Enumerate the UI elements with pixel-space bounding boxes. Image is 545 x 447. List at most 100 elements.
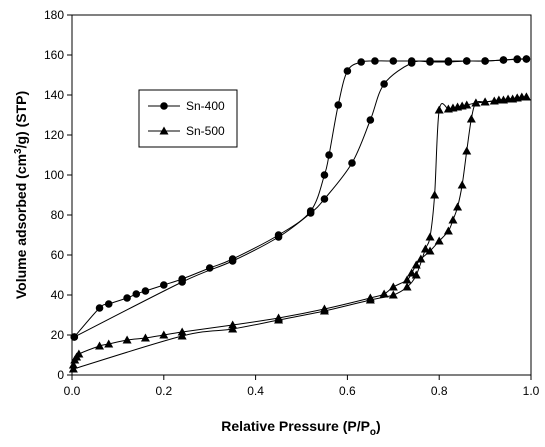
- y-tick-label: 40: [51, 288, 65, 302]
- x-axis-title-main: Relative Pressure (P/P: [221, 418, 370, 434]
- y-tick-label: 160: [44, 48, 64, 62]
- y-tick-label: 20: [51, 328, 65, 342]
- legend-label-sn400: Sn-400: [186, 99, 225, 113]
- data-point-sn500-desorption: [425, 232, 435, 241]
- data-point-sn400-desorption: [513, 55, 522, 64]
- data-point-sn400-adsorption: [371, 57, 379, 65]
- data-point-sn500-adsorption: [379, 289, 389, 298]
- y-tick-label: 180: [44, 8, 64, 22]
- legend-box: [138, 89, 238, 148]
- y-tick-label: 0: [57, 368, 64, 382]
- data-point-sn400-desorption: [274, 233, 283, 241]
- data-point-sn400-adsorption: [320, 171, 329, 179]
- data-point-sn500-desorption: [503, 94, 513, 103]
- x-tick-label: 0.2: [155, 384, 172, 398]
- series-layer: [68, 55, 531, 373]
- data-point-sn400-adsorption: [104, 300, 113, 308]
- data-point-sn500-desorption: [430, 190, 440, 199]
- data-point-sn400-desorption: [407, 59, 416, 67]
- data-point-sn400-desorption: [348, 159, 356, 167]
- series-line-sn400-desorption: [74, 58, 527, 338]
- y-axis-title-end: /g) (STP): [13, 91, 29, 149]
- data-point-sn500-desorption: [494, 95, 504, 104]
- data-point-sn500-adsorption: [104, 339, 114, 348]
- x-axis-title-end: ): [376, 418, 381, 434]
- data-point-sn500-adsorption: [159, 330, 169, 339]
- data-point-sn500-adsorption: [95, 341, 105, 350]
- y-tick-label: 140: [44, 88, 64, 102]
- data-point-sn500-desorption: [228, 324, 238, 333]
- x-tick-label: 1.0: [523, 384, 540, 398]
- data-point-sn400-desorption: [306, 209, 315, 217]
- data-point-sn400-desorption: [380, 80, 388, 88]
- data-point-sn500-desorption: [68, 364, 78, 373]
- data-point-sn500-desorption: [434, 105, 444, 114]
- data-point-sn400-desorption: [499, 56, 508, 64]
- y-axis-title: Volume adsorbed (cm3/g) (STP): [13, 91, 29, 299]
- y-tick-label: 60: [51, 248, 65, 262]
- data-point-sn500-desorption: [274, 315, 284, 324]
- data-point-sn400-adsorption: [325, 151, 333, 159]
- data-point-sn400-desorption: [70, 333, 79, 341]
- plot-frame: [71, 14, 532, 376]
- data-point-sn500-adsorption: [453, 202, 463, 211]
- data-point-sn500-desorption: [411, 270, 421, 279]
- data-point-sn500-adsorption: [457, 180, 467, 189]
- data-point-sn500-adsorption: [140, 333, 150, 342]
- data-point-sn500-adsorption: [443, 226, 453, 235]
- data-point-sn500-desorption: [319, 306, 329, 315]
- x-tick-label: 0.0: [64, 384, 81, 398]
- data-point-sn400-adsorption: [334, 101, 343, 109]
- data-point-sn500-desorption: [480, 97, 490, 106]
- x-tick-label: 0.6: [339, 384, 356, 398]
- data-point-sn400-adsorption: [357, 58, 365, 66]
- data-point-sn500-adsorption: [411, 260, 421, 269]
- data-point-sn500-adsorption: [122, 335, 132, 344]
- data-point-sn500-adsorption: [462, 146, 472, 155]
- y-tick-label: 120: [44, 128, 64, 142]
- data-point-sn500-adsorption: [407, 268, 417, 277]
- data-point-sn500-desorption: [521, 92, 531, 101]
- data-point-sn500-adsorption: [416, 254, 426, 263]
- x-tick-label: 0.8: [431, 384, 448, 398]
- data-point-sn500-desorption: [177, 331, 187, 340]
- data-point-sn400-adsorption: [160, 281, 168, 289]
- legend-marker-sn400: [160, 102, 168, 110]
- data-point-sn500-adsorption: [466, 114, 476, 123]
- data-point-sn500-adsorption: [74, 349, 84, 358]
- data-point-sn500-adsorption: [402, 275, 412, 284]
- data-point-sn500-adsorption: [388, 282, 398, 291]
- data-point-sn400-desorption: [366, 116, 375, 124]
- data-point-sn500-adsorption: [448, 215, 458, 224]
- y-tick-label: 80: [51, 208, 65, 222]
- data-point-sn400-adsorption: [132, 290, 141, 298]
- data-point-sn400-adsorption: [95, 304, 104, 312]
- data-point-sn400-desorption: [481, 57, 489, 65]
- data-point-sn500-desorption: [443, 104, 453, 113]
- data-point-sn400-desorption: [426, 58, 434, 66]
- series-sn500: [68, 92, 531, 373]
- y-axis-title-sup: 3: [13, 148, 24, 154]
- data-point-sn400-adsorption: [389, 57, 398, 65]
- legend-marker-sn500: [159, 126, 169, 135]
- y-axis-title-main: Volume adsorbed (cm: [13, 154, 29, 299]
- data-point-sn500-desorption: [420, 244, 430, 253]
- data-point-sn400-desorption: [178, 278, 186, 286]
- y-tick-label: 100: [44, 168, 64, 182]
- data-point-sn400-adsorption: [123, 294, 131, 302]
- data-point-sn400-desorption: [228, 257, 237, 265]
- axis-ticks: 0.0 0.2 0.4 0.6 0.8 1.0 0 20 40 60 80 100 120 140 160 1…: [44, 8, 540, 398]
- data-point-sn500-desorption: [512, 93, 522, 102]
- series-sn400: [70, 55, 531, 341]
- data-point-sn500-desorption: [365, 295, 375, 304]
- data-point-sn500-desorption: [402, 282, 412, 291]
- x-axis-title-sub: o: [370, 427, 376, 438]
- data-point-sn400-desorption: [320, 195, 329, 203]
- x-axis-title: Relative Pressure (P/Po): [221, 418, 380, 438]
- legend: Sn-400 Sn-500: [138, 89, 238, 148]
- data-point-sn500-desorption: [471, 98, 481, 107]
- data-point-sn500-desorption: [388, 290, 398, 299]
- data-point-sn400-desorption: [522, 55, 531, 63]
